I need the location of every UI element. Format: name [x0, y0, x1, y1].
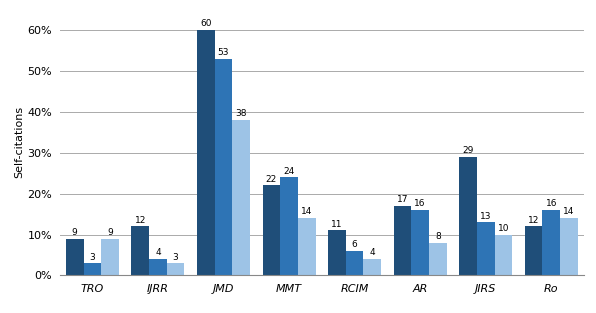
Text: 3: 3 — [89, 253, 95, 262]
Bar — [459, 157, 477, 275]
Bar — [66, 239, 83, 275]
Text: 6: 6 — [352, 240, 358, 249]
Text: 8: 8 — [435, 232, 441, 241]
Text: 9: 9 — [107, 228, 113, 237]
Bar — [477, 222, 495, 275]
Text: 22: 22 — [266, 175, 277, 184]
Bar — [328, 230, 346, 275]
Text: 24: 24 — [284, 167, 294, 176]
Bar — [232, 120, 250, 275]
Bar — [131, 226, 149, 275]
Text: 9: 9 — [72, 228, 77, 237]
Text: 13: 13 — [480, 212, 492, 221]
Bar — [542, 210, 560, 275]
Text: 29: 29 — [462, 146, 474, 155]
Bar — [524, 226, 542, 275]
Bar — [83, 263, 101, 275]
Text: 16: 16 — [545, 199, 557, 208]
Bar — [429, 243, 447, 275]
Bar — [298, 218, 316, 275]
Bar — [215, 59, 232, 275]
Text: 38: 38 — [235, 109, 247, 118]
Text: 11: 11 — [331, 220, 343, 229]
Text: 16: 16 — [414, 199, 426, 208]
Bar — [101, 239, 119, 275]
Text: 10: 10 — [498, 224, 509, 233]
Bar — [495, 234, 513, 275]
Text: 4: 4 — [370, 249, 375, 257]
Bar — [393, 206, 411, 275]
Bar — [364, 259, 381, 275]
Text: 17: 17 — [397, 195, 408, 204]
Text: 14: 14 — [563, 208, 575, 217]
Text: 53: 53 — [218, 48, 229, 57]
Text: 12: 12 — [135, 216, 146, 225]
Bar — [411, 210, 429, 275]
Bar — [280, 177, 298, 275]
Bar — [197, 30, 215, 275]
Text: 60: 60 — [200, 19, 212, 28]
Text: 14: 14 — [301, 208, 312, 217]
Text: 4: 4 — [155, 249, 161, 257]
Bar — [346, 251, 364, 275]
Bar — [167, 263, 185, 275]
Bar — [149, 259, 167, 275]
Bar — [262, 185, 280, 275]
Text: 3: 3 — [173, 253, 179, 262]
Text: 12: 12 — [528, 216, 539, 225]
Y-axis label: Self-citations: Self-citations — [14, 106, 24, 178]
Bar — [560, 218, 578, 275]
